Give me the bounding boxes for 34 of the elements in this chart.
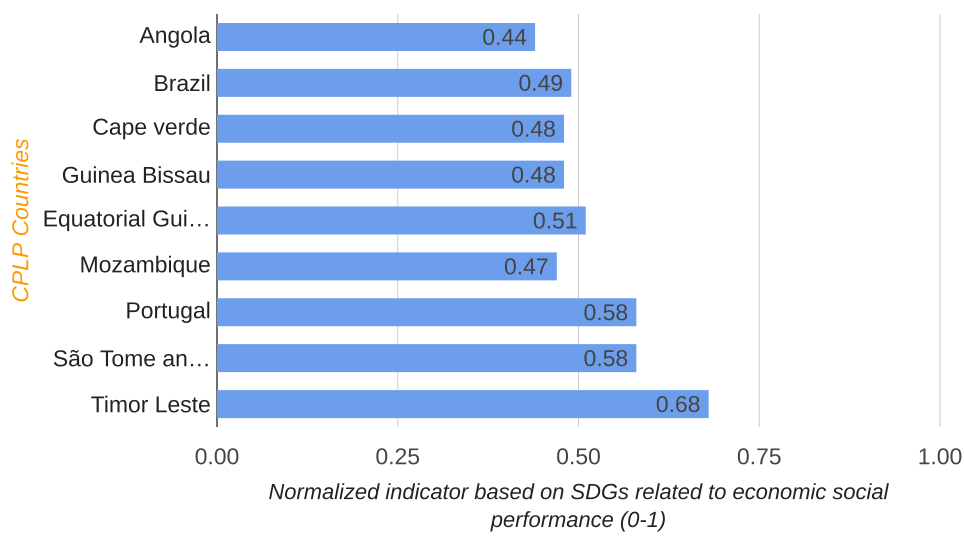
bar (217, 390, 709, 418)
y-tick-label: Angola (140, 26, 211, 48)
y-tick-label: Mozambique (81, 256, 210, 278)
data-label: 0.48 (512, 120, 555, 137)
bar (217, 22, 536, 51)
data-label: 0.49 (519, 74, 562, 91)
y-tick-label: Guinea Bissau (62, 166, 210, 184)
x-tick-label: 0.25 (376, 448, 420, 464)
bar (217, 160, 564, 189)
x-tick-label: 0.75 (738, 448, 781, 464)
x-axis-title: Normalized indicator based on SDGs related to economic social performance (0-1) (269, 483, 889, 532)
y-tick-label: Equatorial Gui… (44, 210, 208, 232)
y-tick-label: Cape verde (93, 118, 210, 140)
x-tick-label: 0.50 (557, 448, 600, 464)
data-label: 0.44 (483, 28, 526, 46)
data-label: 0.68 (656, 396, 700, 412)
data-label: 0.47 (504, 258, 548, 274)
y-tick-label: São Tome an… (54, 350, 208, 366)
bar (217, 344, 636, 372)
data-label: 0.58 (584, 350, 628, 366)
data-label: 0.51 (534, 212, 576, 229)
bar (217, 68, 572, 97)
y-tick-label: Portugal (127, 302, 210, 323)
bar (217, 298, 636, 326)
data-label: 0.58 (584, 304, 628, 320)
data-label: 0.48 (512, 166, 555, 183)
x-tick-label: 1.00 (919, 448, 962, 464)
bar (217, 252, 557, 280)
y-tick-label: Brazil (155, 74, 210, 92)
y-tick-label: Timor Leste (91, 396, 210, 412)
bar (217, 114, 564, 143)
bar (217, 206, 586, 235)
y-axis-title: CPLP Countries (12, 138, 28, 302)
x-tick-label: 0.00 (196, 448, 238, 464)
